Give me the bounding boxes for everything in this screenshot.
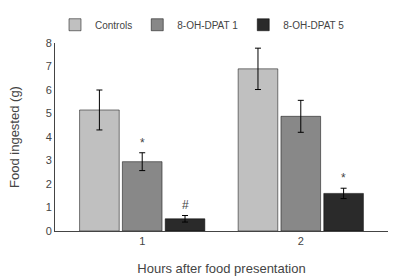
svg-text:3: 3	[46, 154, 52, 166]
svg-text:6: 6	[46, 84, 52, 96]
svg-text:4: 4	[46, 131, 52, 143]
svg-text:2: 2	[46, 178, 52, 190]
svg-text:Controls: Controls	[95, 20, 132, 31]
svg-text:2: 2	[298, 235, 304, 247]
svg-text:Food ingested (g): Food ingested (g)	[7, 86, 22, 188]
svg-text:8-OH-DPAT 1: 8-OH-DPAT 1	[177, 20, 238, 31]
svg-text:8-OH-DPAT 5: 8-OH-DPAT 5	[283, 20, 344, 31]
svg-text:0: 0	[46, 225, 52, 237]
svg-text:*: *	[140, 136, 145, 150]
svg-text:Hours after food presentation: Hours after food presentation	[137, 261, 305, 276]
svg-text:7: 7	[46, 60, 52, 72]
svg-text:1: 1	[139, 235, 145, 247]
svg-text:5: 5	[46, 107, 52, 119]
svg-text:#: #	[182, 198, 189, 212]
svg-text:8: 8	[46, 37, 52, 49]
svg-text:*: *	[341, 171, 346, 185]
svg-text:1: 1	[46, 201, 52, 213]
